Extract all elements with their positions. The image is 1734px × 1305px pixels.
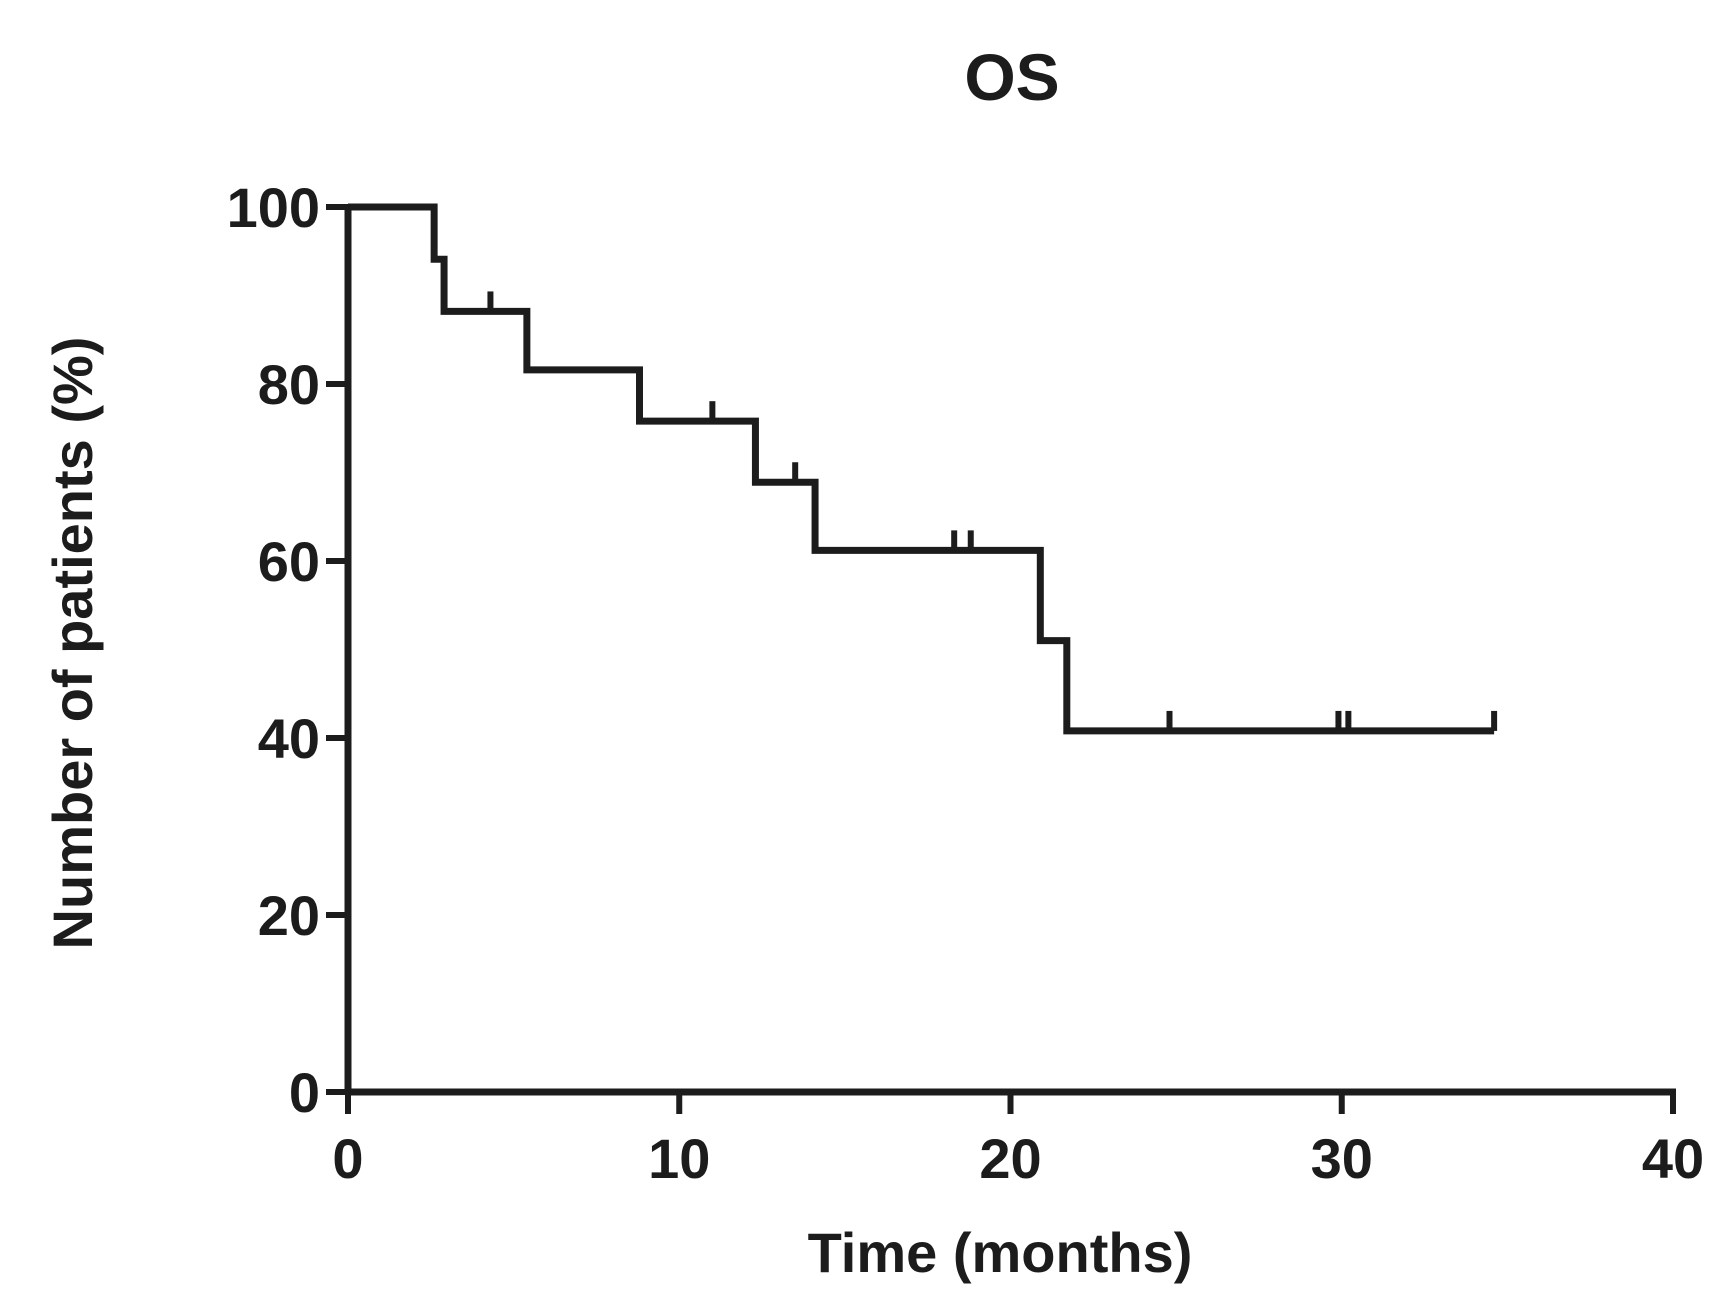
x-axis-ticks: 0 10 20 30 40 — [332, 1092, 1704, 1190]
x-axis-label: Time (months) — [808, 1221, 1193, 1284]
y-tick-label-60: 60 — [258, 530, 320, 593]
x-tick-label-10: 10 — [648, 1127, 710, 1190]
x-tick-label-0: 0 — [332, 1127, 363, 1190]
y-tick-label-80: 80 — [258, 353, 320, 416]
y-tick-label-20: 20 — [258, 884, 320, 947]
x-tick-label-20: 20 — [979, 1127, 1041, 1190]
censor-marks — [487, 291, 1498, 731]
y-axis-ticks: 0 20 40 60 80 100 — [227, 176, 348, 1124]
y-axis-label: Number of patients (%) — [41, 337, 104, 950]
x-tick-label-30: 30 — [1311, 1127, 1373, 1190]
y-tick-label-100: 100 — [227, 176, 320, 239]
y-tick-label-0: 0 — [289, 1061, 320, 1124]
chart-title: OS — [964, 40, 1059, 114]
plot-area: 0 20 40 60 80 100 0 10 20 30 40 — [227, 176, 1705, 1190]
survival-curve-line — [348, 203, 1495, 735]
y-tick-label-40: 40 — [258, 707, 320, 770]
x-tick-label-40: 40 — [1642, 1127, 1704, 1190]
